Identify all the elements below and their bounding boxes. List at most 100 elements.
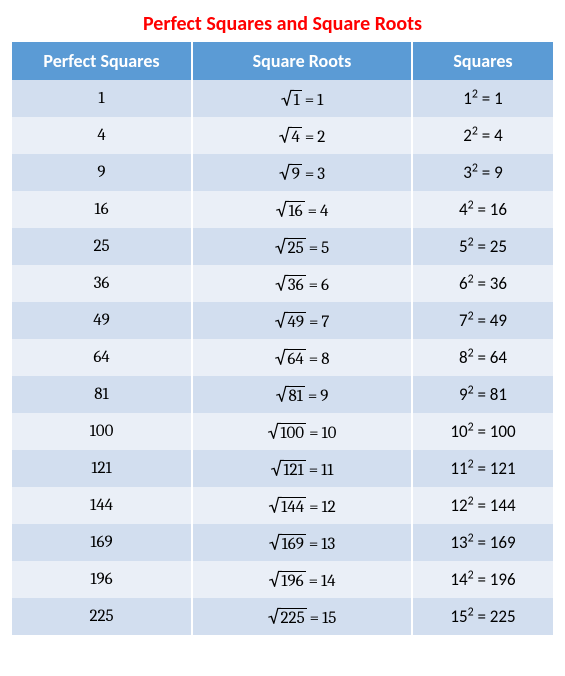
square-result: 16 xyxy=(490,199,507,220)
table-header-row: Perfect Squares Square Roots Squares xyxy=(12,42,553,80)
square-result: 121 xyxy=(490,458,516,479)
perfect-square-cell: 36 xyxy=(12,265,192,302)
perfect-square-cell: 4 xyxy=(12,117,192,154)
table-row: 49√49=772 = 49 xyxy=(12,302,553,339)
radicand-value: 144 xyxy=(280,497,306,517)
radicand-value: 81 xyxy=(287,386,304,406)
equals-sign: = xyxy=(309,498,318,517)
col-header-squares: Squares xyxy=(412,42,553,80)
square-result: 100 xyxy=(490,421,516,442)
table-row: 9√9=332 = 9 xyxy=(12,154,553,191)
square-result: 81 xyxy=(490,384,507,405)
square-expr-cell: 82 = 64 xyxy=(412,339,553,376)
square-result: 144 xyxy=(490,495,516,516)
equals-sign: = xyxy=(478,125,494,146)
square-expr-cell: 22 = 4 xyxy=(412,117,553,154)
square-expr-cell: 42 = 16 xyxy=(412,191,553,228)
square-result: 49 xyxy=(490,310,507,331)
radicand-value: 16 xyxy=(287,201,304,221)
base-value: 10 xyxy=(450,421,467,442)
equals-sign: = xyxy=(309,239,318,258)
square-root-cell: √25=5 xyxy=(192,228,412,265)
perfect-square-cell: 49 xyxy=(12,302,192,339)
equals-sign: = xyxy=(474,569,490,590)
radicand-value: 9 xyxy=(291,164,302,184)
radicand-value: 121 xyxy=(282,460,305,480)
square-expr-cell: 122 = 144 xyxy=(412,487,553,524)
root-value: 1 xyxy=(317,91,323,110)
equals-sign: = xyxy=(309,313,318,332)
square-root-cell: √64=8 xyxy=(192,339,412,376)
table-row: 64√64=882 = 64 xyxy=(12,339,553,376)
equals-sign: = xyxy=(308,202,317,221)
square-result: 25 xyxy=(490,236,507,257)
square-root-cell: √121=11 xyxy=(192,450,412,487)
base-value: 14 xyxy=(450,569,467,590)
root-value: 7 xyxy=(321,313,329,332)
base-value: 12 xyxy=(450,495,467,516)
table-row: 36√36=662 = 36 xyxy=(12,265,553,302)
equals-sign: = xyxy=(474,199,490,220)
table-row: 81√81=992 = 81 xyxy=(12,376,553,413)
equals-sign: = xyxy=(305,165,314,184)
equals-sign: = xyxy=(478,88,494,109)
perfect-square-cell: 144 xyxy=(12,487,192,524)
base-value: 11 xyxy=(450,458,467,479)
equals-sign: = xyxy=(478,162,494,183)
radicand-value: 225 xyxy=(280,608,307,628)
equals-sign: = xyxy=(474,532,490,553)
square-expr-cell: 142 = 196 xyxy=(412,561,553,598)
root-value: 10 xyxy=(322,424,337,443)
square-root-cell: √36=6 xyxy=(192,265,412,302)
table-row: 1√1=112 = 1 xyxy=(12,80,553,117)
table-row: 121√121=11112 = 121 xyxy=(12,450,553,487)
perfect-square-cell: 25 xyxy=(12,228,192,265)
square-expr-cell: 52 = 25 xyxy=(412,228,553,265)
square-root-cell: √9=3 xyxy=(192,154,412,191)
equals-sign: = xyxy=(305,128,314,147)
equals-sign: = xyxy=(309,572,318,591)
perfect-square-cell: 16 xyxy=(12,191,192,228)
perfect-square-cell: 196 xyxy=(12,561,192,598)
table-row: 4√4=222 = 4 xyxy=(12,117,553,154)
base-value: 6 xyxy=(459,273,468,294)
root-value: 11 xyxy=(321,461,333,480)
square-root-cell: √144=12 xyxy=(192,487,412,524)
radicand-value: 64 xyxy=(286,349,305,369)
equals-sign: = xyxy=(474,273,490,294)
radicand-value: 4 xyxy=(291,127,302,147)
perfect-square-cell: 169 xyxy=(12,524,192,561)
perfect-square-cell: 64 xyxy=(12,339,192,376)
square-result: 169 xyxy=(490,532,516,553)
root-value: 15 xyxy=(322,609,336,628)
root-value: 8 xyxy=(321,350,329,369)
base-value: 8 xyxy=(459,347,468,368)
square-result: 9 xyxy=(494,162,503,183)
perfect-square-cell: 81 xyxy=(12,376,192,413)
equals-sign: = xyxy=(309,350,318,369)
square-expr-cell: 12 = 1 xyxy=(412,80,553,117)
square-result: 36 xyxy=(490,273,507,294)
square-root-cell: √49=7 xyxy=(192,302,412,339)
col-header-square-roots: Square Roots xyxy=(192,42,412,80)
equals-sign: = xyxy=(309,461,318,480)
square-result: 4 xyxy=(494,125,503,146)
square-root-cell: √4=2 xyxy=(192,117,412,154)
square-expr-cell: 72 = 49 xyxy=(412,302,553,339)
root-value: 14 xyxy=(321,572,336,591)
equals-sign: = xyxy=(474,310,490,331)
square-root-cell: √16=4 xyxy=(192,191,412,228)
equals-sign: = xyxy=(474,606,490,627)
square-expr-cell: 132 = 169 xyxy=(412,524,553,561)
root-value: 4 xyxy=(320,202,328,221)
base-value: 5 xyxy=(459,236,468,257)
square-result: 64 xyxy=(490,347,507,368)
equals-sign: = xyxy=(474,384,490,405)
equals-sign: = xyxy=(474,421,490,442)
equals-sign: = xyxy=(308,387,317,406)
equals-sign: = xyxy=(474,495,490,516)
radicand-value: 36 xyxy=(287,275,306,295)
base-value: 1 xyxy=(463,88,472,109)
base-value: 4 xyxy=(459,199,468,220)
base-value: 9 xyxy=(459,384,468,405)
